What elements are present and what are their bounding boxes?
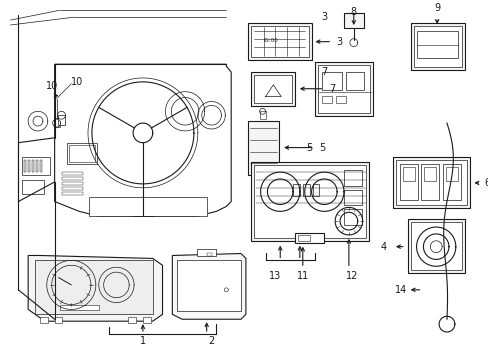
Bar	[250, 72, 294, 107]
Text: 9: 9	[433, 3, 439, 13]
Bar	[317, 65, 370, 113]
Bar	[343, 170, 361, 186]
Bar	[142, 317, 150, 323]
Bar	[410, 23, 464, 70]
Bar	[294, 233, 324, 243]
Bar	[292, 184, 299, 195]
Text: 2: 2	[208, 336, 214, 346]
Text: 5: 5	[306, 143, 312, 153]
Bar	[259, 111, 265, 119]
Bar	[445, 167, 457, 181]
Bar	[24, 160, 26, 172]
Text: 4: 4	[379, 242, 386, 252]
Text: 10: 10	[45, 81, 58, 91]
Bar	[312, 184, 319, 195]
Bar	[40, 160, 42, 172]
Bar	[343, 13, 363, 28]
Bar	[61, 192, 83, 195]
Text: 1: 1	[140, 336, 146, 346]
Bar	[410, 222, 461, 270]
Bar	[322, 72, 341, 90]
Bar	[28, 160, 30, 172]
Text: 11: 11	[296, 271, 308, 281]
Text: 7: 7	[328, 84, 335, 94]
Bar	[250, 26, 308, 57]
Bar	[40, 317, 48, 323]
Bar	[402, 167, 414, 181]
Bar	[416, 31, 457, 58]
Polygon shape	[28, 256, 162, 321]
Bar	[89, 197, 206, 216]
Text: IG:00: IG:00	[263, 38, 277, 43]
Bar	[60, 305, 99, 310]
Text: 12: 12	[345, 271, 357, 281]
Bar	[35, 260, 152, 314]
Bar	[343, 190, 361, 206]
Text: 10: 10	[71, 77, 83, 87]
Text: 7: 7	[321, 67, 327, 77]
Bar	[424, 167, 435, 181]
Bar	[442, 164, 460, 199]
Polygon shape	[172, 253, 245, 319]
Bar	[206, 253, 211, 256]
Bar	[297, 235, 309, 241]
Bar	[407, 219, 464, 273]
Bar	[67, 143, 97, 164]
Text: 6: 6	[483, 178, 488, 188]
Bar	[36, 160, 38, 172]
Text: 3: 3	[335, 37, 342, 47]
Bar	[58, 115, 65, 125]
Bar	[22, 180, 44, 194]
Bar	[61, 177, 83, 180]
Bar	[197, 249, 216, 256]
Bar	[395, 160, 466, 206]
Bar	[247, 121, 279, 175]
Bar	[302, 184, 309, 195]
Bar	[54, 118, 60, 127]
Text: 13: 13	[269, 271, 281, 281]
Bar	[69, 145, 95, 162]
Bar	[177, 260, 241, 311]
Bar	[399, 164, 417, 199]
Bar	[413, 26, 461, 67]
Bar	[61, 187, 83, 190]
Text: 3: 3	[321, 12, 327, 22]
Bar	[250, 162, 368, 241]
Bar	[421, 164, 438, 199]
Bar	[343, 210, 361, 225]
Bar	[392, 157, 468, 208]
Bar	[61, 172, 83, 175]
Bar	[253, 75, 291, 103]
Bar	[345, 72, 363, 90]
Bar	[314, 62, 373, 116]
Bar	[253, 165, 365, 238]
Bar	[22, 157, 50, 175]
Bar	[55, 317, 62, 323]
Bar	[247, 23, 311, 60]
Bar	[322, 96, 331, 103]
Bar	[128, 317, 136, 323]
Text: 5: 5	[319, 143, 325, 153]
Bar	[32, 160, 34, 172]
Text: 8: 8	[350, 7, 356, 17]
Text: 14: 14	[394, 285, 406, 295]
Bar	[61, 182, 83, 185]
Bar	[335, 96, 345, 103]
